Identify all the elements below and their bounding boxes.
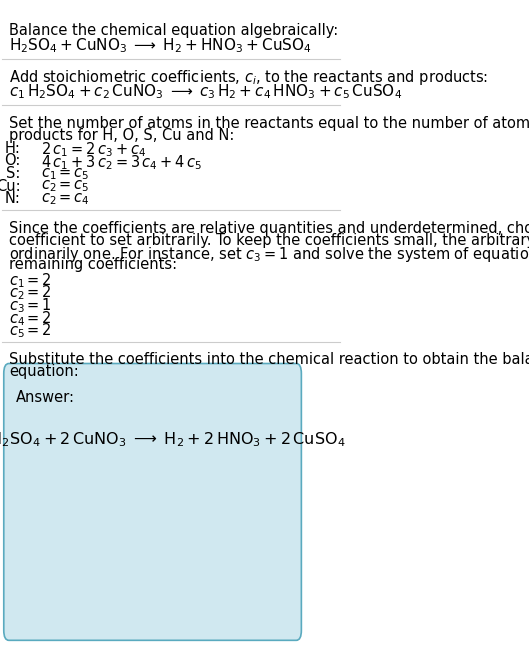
Text: O:: O: (4, 153, 21, 168)
Text: equation:: equation: (9, 364, 79, 379)
Text: $c_1 = c_5$: $c_1 = c_5$ (41, 166, 89, 182)
Text: $c_2 = c_5$: $c_2 = c_5$ (41, 179, 89, 195)
Text: Since the coefficients are relative quantities and underdetermined, choose a: Since the coefficients are relative quan… (9, 221, 529, 235)
Text: $c_2 = 2$: $c_2 = 2$ (9, 283, 52, 302)
Text: $c_1\, \mathrm{H_2SO_4} + c_2\, \mathrm{CuNO_3} \;\longrightarrow\; c_3\, \mathr: $c_1\, \mathrm{H_2SO_4} + c_2\, \mathrm{… (9, 83, 402, 101)
Text: $2\,c_1 = 2\,c_3 + c_4$: $2\,c_1 = 2\,c_3 + c_4$ (41, 141, 146, 159)
Text: remaining coefficients:: remaining coefficients: (9, 257, 177, 271)
Text: N:: N: (5, 191, 21, 206)
Text: Balance the chemical equation algebraically:: Balance the chemical equation algebraica… (9, 23, 338, 38)
Text: Add stoichiometric coefficients, $c_i$, to the reactants and products:: Add stoichiometric coefficients, $c_i$, … (9, 68, 488, 87)
Text: S:: S: (6, 166, 21, 181)
Text: coefficient to set arbitrarily. To keep the coefficients small, the arbitrary va: coefficient to set arbitrarily. To keep … (9, 233, 529, 247)
Text: $c_1 = 2$: $c_1 = 2$ (9, 271, 52, 289)
Text: $c_2 = c_4$: $c_2 = c_4$ (41, 191, 90, 207)
Text: $\mathrm{H_2SO_4 + CuNO_3 \;\longrightarrow\; H_2 + HNO_3 + CuSO_4}$: $\mathrm{H_2SO_4 + CuNO_3 \;\longrightar… (9, 37, 312, 55)
Text: $4\,c_1 + 3\,c_2 = 3\,c_4 + 4\,c_5$: $4\,c_1 + 3\,c_2 = 3\,c_4 + 4\,c_5$ (41, 153, 202, 172)
Text: Answer:: Answer: (15, 390, 75, 405)
Text: $c_4 = 2$: $c_4 = 2$ (9, 309, 52, 327)
Text: products for H, O, S, Cu and N:: products for H, O, S, Cu and N: (9, 128, 234, 143)
Text: Substitute the coefficients into the chemical reaction to obtain the balanced: Substitute the coefficients into the che… (9, 352, 529, 367)
Text: Set the number of atoms in the reactants equal to the number of atoms in the: Set the number of atoms in the reactants… (9, 116, 529, 131)
Text: $c_5 = 2$: $c_5 = 2$ (9, 321, 52, 340)
Text: $2\,\mathrm{H_2SO_4} + 2\,\mathrm{CuNO_3} \;\longrightarrow\; \mathrm{H_2} + 2\,: $2\,\mathrm{H_2SO_4} + 2\,\mathrm{CuNO_3… (0, 430, 345, 449)
Text: Cu:: Cu: (0, 179, 21, 193)
Text: $c_3 = 1$: $c_3 = 1$ (9, 296, 52, 315)
Text: ordinarily one. For instance, set $c_3 = 1$ and solve the system of equations fo: ordinarily one. For instance, set $c_3 =… (9, 245, 529, 263)
Text: H:: H: (5, 141, 21, 155)
FancyBboxPatch shape (4, 364, 302, 640)
